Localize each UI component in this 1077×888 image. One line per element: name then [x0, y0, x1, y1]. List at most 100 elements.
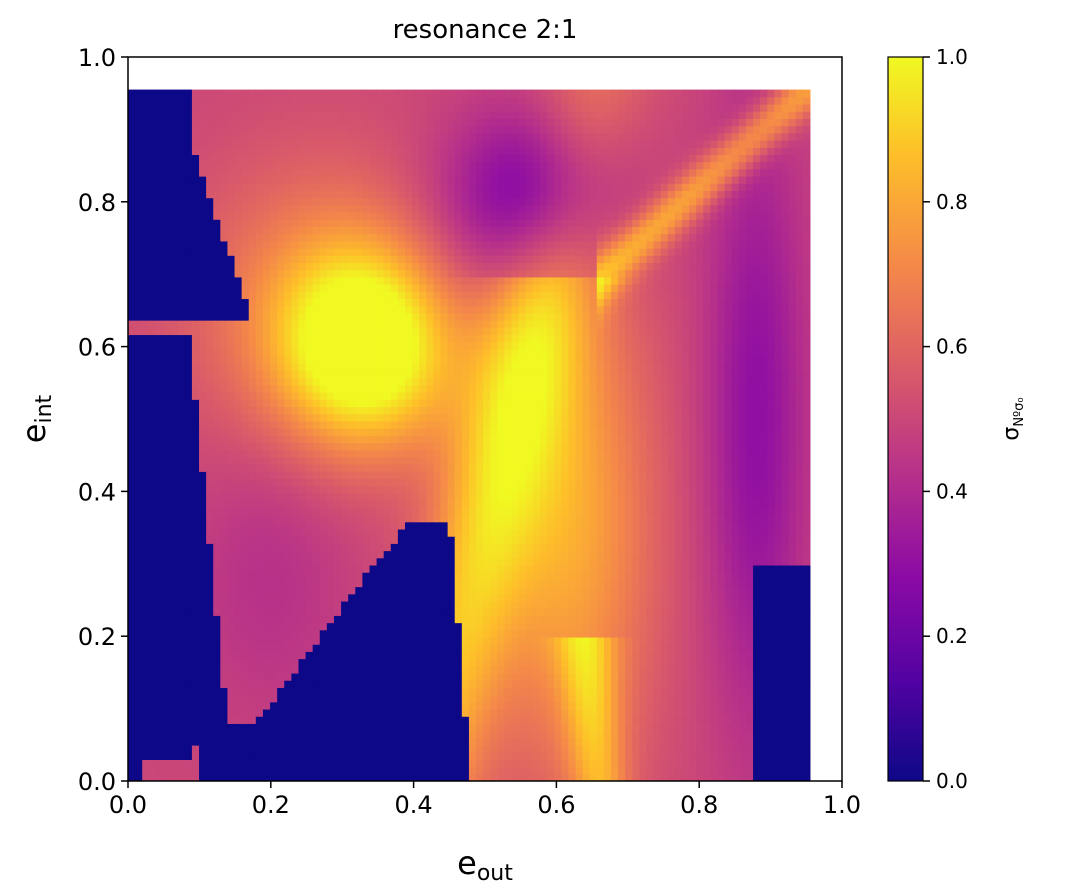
heatmap-cell — [483, 608, 491, 616]
heatmap-cell — [454, 204, 463, 213]
heatmap-cell — [220, 262, 229, 271]
heatmap-cell — [149, 204, 158, 213]
heatmap-cell — [490, 600, 498, 609]
heatmap-cell — [234, 154, 243, 163]
heatmap-cell — [447, 622, 456, 631]
heatmap-cell — [213, 536, 221, 544]
heatmap-cell — [412, 651, 420, 660]
heatmap-cell — [213, 708, 221, 717]
heatmap-cell — [476, 125, 484, 134]
heatmap-cell — [156, 766, 165, 775]
heatmap-cell — [184, 226, 193, 235]
heatmap-cell — [412, 262, 420, 271]
heatmap-cell — [270, 456, 278, 465]
heatmap-cell — [483, 327, 491, 336]
heatmap-cell — [483, 471, 491, 480]
heatmap-cell — [163, 103, 172, 112]
heatmap-cell — [362, 492, 371, 501]
heatmap-cell — [277, 593, 285, 602]
heatmap-cell — [277, 629, 285, 638]
heatmap-cell — [447, 428, 456, 436]
heatmap-cell — [376, 118, 385, 127]
heatmap-cell — [241, 435, 250, 444]
heatmap-cell — [284, 528, 292, 537]
heatmap-cell — [142, 96, 150, 105]
heatmap-cell — [128, 723, 136, 732]
heatmap-cell — [270, 701, 278, 710]
heatmap-cell — [305, 176, 314, 184]
heatmap-cell — [227, 536, 236, 544]
heatmap-cell — [184, 118, 193, 127]
heatmap-cell — [383, 356, 392, 364]
heatmap-cell — [383, 449, 392, 458]
heatmap-cell — [355, 543, 363, 552]
heatmap-cell — [149, 629, 158, 638]
heatmap-cell — [248, 600, 257, 609]
heatmap-cell — [135, 622, 143, 631]
heatmap-cell — [468, 752, 477, 760]
heatmap-cell — [333, 413, 342, 422]
heatmap-cell — [277, 154, 285, 163]
heatmap-cell — [220, 442, 229, 451]
heatmap-cell — [227, 147, 236, 155]
heatmap-cell — [255, 276, 264, 285]
heatmap-cell — [220, 557, 229, 566]
heatmap-cell — [170, 694, 179, 703]
heatmap-cell — [163, 694, 172, 703]
heatmap-cell — [291, 255, 300, 264]
heatmap-cell — [490, 118, 498, 127]
heatmap-cell — [191, 680, 200, 688]
heatmap-cell — [191, 334, 200, 343]
heatmap-cell — [184, 766, 193, 775]
heatmap-cell — [255, 190, 264, 199]
heatmap-cell — [255, 701, 264, 710]
heatmap-cell — [333, 557, 342, 566]
heatmap-cell — [355, 420, 363, 429]
heatmap-cell — [348, 492, 356, 501]
heatmap-cell — [163, 212, 172, 220]
heatmap-cell — [433, 356, 442, 364]
heatmap-cell — [319, 118, 328, 127]
heatmap-cell — [199, 572, 207, 580]
heatmap-cell — [241, 564, 250, 573]
heatmap-cell — [291, 435, 300, 444]
heatmap-cell — [369, 219, 378, 228]
heatmap-cell — [497, 744, 506, 753]
heatmap-cell — [447, 701, 456, 710]
heatmap-cell — [376, 687, 385, 696]
heatmap-cell — [270, 615, 278, 624]
heatmap-cell — [241, 593, 250, 602]
heatmap-cell — [490, 672, 498, 681]
heatmap-cell — [419, 716, 427, 724]
heatmap-cell — [341, 363, 349, 372]
heatmap-cell — [341, 708, 349, 717]
heatmap-cell — [454, 363, 463, 372]
heatmap-cell — [156, 125, 165, 134]
heatmap-cell — [405, 773, 413, 781]
heatmap-cell — [142, 356, 150, 364]
heatmap-cell — [277, 370, 285, 379]
heatmap-cell — [483, 773, 491, 781]
heatmap-cell — [319, 543, 328, 552]
heatmap-cell — [476, 226, 484, 235]
heatmap-cell — [241, 723, 250, 732]
heatmap-cell — [220, 687, 229, 696]
heatmap-cell — [369, 370, 378, 379]
heatmap-cell — [447, 161, 456, 170]
heatmap-cell — [348, 96, 356, 105]
heatmap-cell — [234, 586, 243, 595]
heatmap-cell — [298, 183, 307, 192]
heatmap-cell — [483, 485, 491, 494]
heatmap-cell — [270, 500, 278, 508]
heatmap-cell — [191, 197, 200, 206]
heatmap-cell — [390, 485, 399, 494]
heatmap-cell — [184, 507, 193, 516]
heatmap-cell — [376, 147, 385, 155]
heatmap-cell — [355, 442, 363, 451]
heatmap-cell — [291, 708, 300, 717]
heatmap-cell — [248, 752, 257, 760]
heatmap-cell — [476, 752, 484, 760]
heatmap-cell — [426, 730, 435, 739]
heatmap-cell — [213, 615, 221, 624]
heatmap-cell — [390, 233, 399, 242]
